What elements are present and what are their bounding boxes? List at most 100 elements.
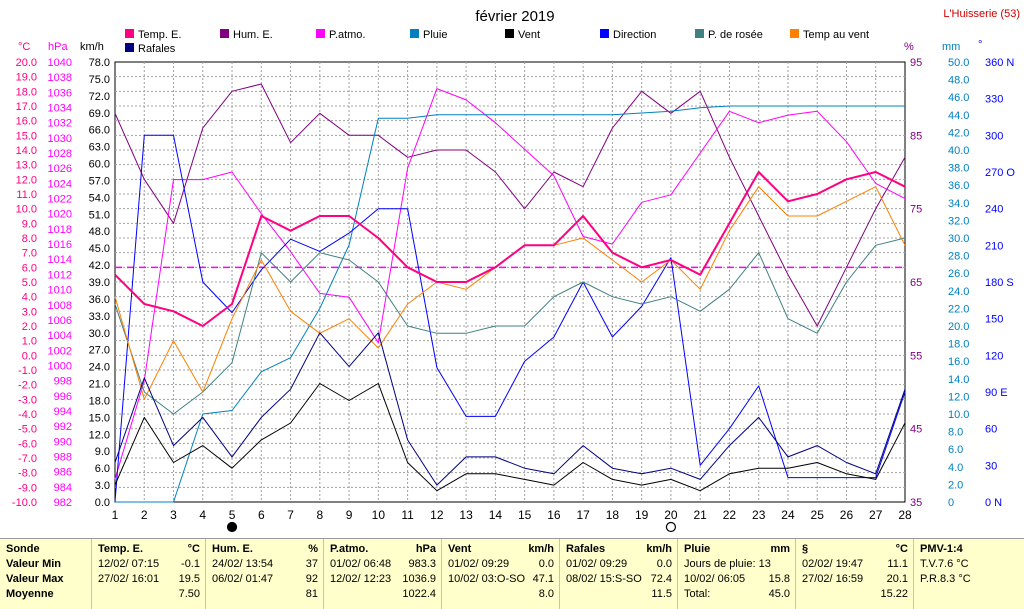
legend-swatch — [600, 29, 609, 38]
stats-col-sonde: Sonde Valeur Min Valeur Max Moyenne — [0, 539, 92, 609]
tick-wind: 3.0 — [95, 480, 110, 492]
plot-area — [114, 61, 906, 503]
tick-temp: -5.0 — [18, 424, 37, 436]
x-tick-label: 4 — [199, 508, 206, 522]
stats-value: 11.1 — [887, 558, 908, 570]
tick-temp: 19.0 — [16, 72, 37, 84]
stats-date: 01/02/ 09:29 — [448, 558, 510, 570]
tick-temp: 6.0 — [22, 262, 37, 274]
tick-pressure: 1002 — [48, 345, 72, 357]
tick-wind: 45.0 — [89, 243, 110, 255]
tick-rain: 46.0 — [948, 92, 969, 104]
stats-text: T.V.7.6 °C — [920, 558, 969, 570]
tick-temp: 3.0 — [22, 306, 37, 318]
tick-wind: 27.0 — [89, 345, 110, 357]
tick-temp: 2.0 — [22, 321, 37, 333]
tick-wind: 30.0 — [89, 328, 110, 340]
series-line-hum-e — [114, 83, 906, 327]
tick-direction: 120 — [985, 350, 1003, 362]
stats-value: 45.0 — [768, 588, 790, 600]
stats-unit: hPa — [415, 543, 436, 555]
tick-rain: 36.0 — [948, 180, 969, 192]
stats-title: Rafales — [566, 543, 606, 555]
stats-text: P.R.8.3 °C — [920, 573, 971, 585]
stats-col-apparent: § °C 02/02/ 19:47 11.1 27/02/ 16:59 20.1 15… — [796, 539, 914, 609]
series-line-pluie — [115, 105, 905, 503]
legend-swatch — [125, 43, 134, 52]
stats-unit: °C — [895, 543, 908, 555]
legend-label: P. de rosée — [708, 29, 763, 41]
x-tick-label: 28 — [898, 508, 912, 522]
legend-label: Temp au vent — [803, 29, 869, 41]
stats-col-humidity: Hum. E.% 24/02/ 13:54 37 06/02/ 01:47 92 8… — [206, 539, 324, 609]
tick-pressure: 1030 — [48, 133, 72, 145]
stats-value: 92 — [305, 573, 318, 585]
tick-direction: 210 — [985, 240, 1003, 252]
tick-wind: 42.0 — [89, 260, 110, 272]
tick-wind: 18.0 — [89, 395, 110, 407]
stats-unit: km/h — [646, 543, 672, 555]
tick-rain: 0 — [948, 497, 954, 509]
tick-rain: 12.0 — [948, 391, 969, 403]
series-line-vent — [114, 383, 906, 492]
x-tick-label: 21 — [694, 508, 708, 522]
legend-swatch — [505, 29, 514, 38]
tick-pressure: 996 — [54, 391, 72, 403]
tick-wind: 39.0 — [89, 277, 110, 289]
stats-date: 24/02/ 13:54 — [212, 558, 274, 570]
stats-unit: km/h — [528, 543, 554, 555]
tick-direction: 60 — [985, 424, 997, 436]
tick-temp: 15.0 — [16, 130, 37, 142]
axis-title-direction: ° — [978, 39, 982, 51]
tick-wind: 36.0 — [89, 294, 110, 306]
stats-col-gusts: Rafales km/h 01/02/ 09:29 0.0 08/02/ 15:S-… — [560, 539, 678, 609]
x-tick-label: 5 — [229, 508, 236, 522]
x-tick-label: 13 — [459, 508, 473, 522]
stats-value: 7.50 — [178, 588, 200, 600]
tick-pressure: 1018 — [48, 224, 72, 236]
stats-date: 10/02/ 03:O-SO — [448, 573, 526, 585]
tick-temp: 13.0 — [16, 160, 37, 172]
stats-title: P.atmo. — [330, 543, 369, 555]
x-tick-label: 11 — [401, 508, 414, 522]
tick-temp: 1.0 — [22, 336, 37, 348]
tick-direction: 180 S — [985, 277, 1014, 289]
tick-pressure: 1000 — [48, 360, 72, 372]
tick-direction: 150 — [985, 314, 1003, 326]
station-name: L'Huisserie (53) — [943, 8, 1020, 20]
tick-temp: -10.0 — [12, 497, 37, 509]
tick-wind: 66.0 — [89, 125, 110, 137]
chart-title: février 2019 — [475, 8, 554, 25]
row-label-min: Valeur Min — [6, 558, 62, 570]
tick-temp: 18.0 — [16, 86, 37, 98]
tick-wind: 12.0 — [89, 429, 110, 441]
series-line-p-atmo — [114, 88, 906, 480]
tick-pressure: 1024 — [48, 178, 72, 190]
legend-swatch — [695, 29, 704, 38]
new-moon-icon — [226, 521, 238, 533]
stats-unit: °C — [187, 543, 200, 555]
tick-direction: 240 — [985, 204, 1003, 216]
tick-pressure: 986 — [54, 467, 72, 479]
tick-pressure: 984 — [54, 482, 72, 494]
tick-temp: 0.0 — [22, 350, 37, 362]
stats-value: 37 — [305, 558, 318, 570]
stats-col-temp: Temp. E. °C 12/02/ 07:15 -0.1 27/02/ 16:01… — [92, 539, 206, 609]
tick-pressure: 1026 — [48, 163, 72, 175]
tick-pressure: 1004 — [48, 330, 72, 342]
tick-rain: 2.0 — [948, 479, 963, 491]
tick-temp: 16.0 — [16, 116, 37, 128]
tick-rain: 34.0 — [948, 198, 969, 210]
tick-rain: 16.0 — [948, 356, 969, 368]
tick-direction: 90 E — [985, 387, 1008, 399]
tick-direction: 330 — [985, 94, 1003, 106]
tick-rain: 6.0 — [948, 444, 963, 456]
tick-direction: 360 N — [985, 57, 1014, 69]
stats-title: § — [802, 543, 809, 555]
stats-date: 27/02/ 16:01 — [98, 573, 160, 585]
legend-label: P.atmo. — [329, 29, 366, 41]
stats-value: 15.8 — [768, 573, 790, 585]
weather-chart: -10.0 -9.0 -8.0 -7.0 -6.0 -5.0 -4.0 -3.0 -2.0 -1.… — [12, 8, 1020, 533]
stats-value: 47.1 — [532, 573, 554, 585]
tick-wind: 75.0 — [89, 74, 110, 86]
